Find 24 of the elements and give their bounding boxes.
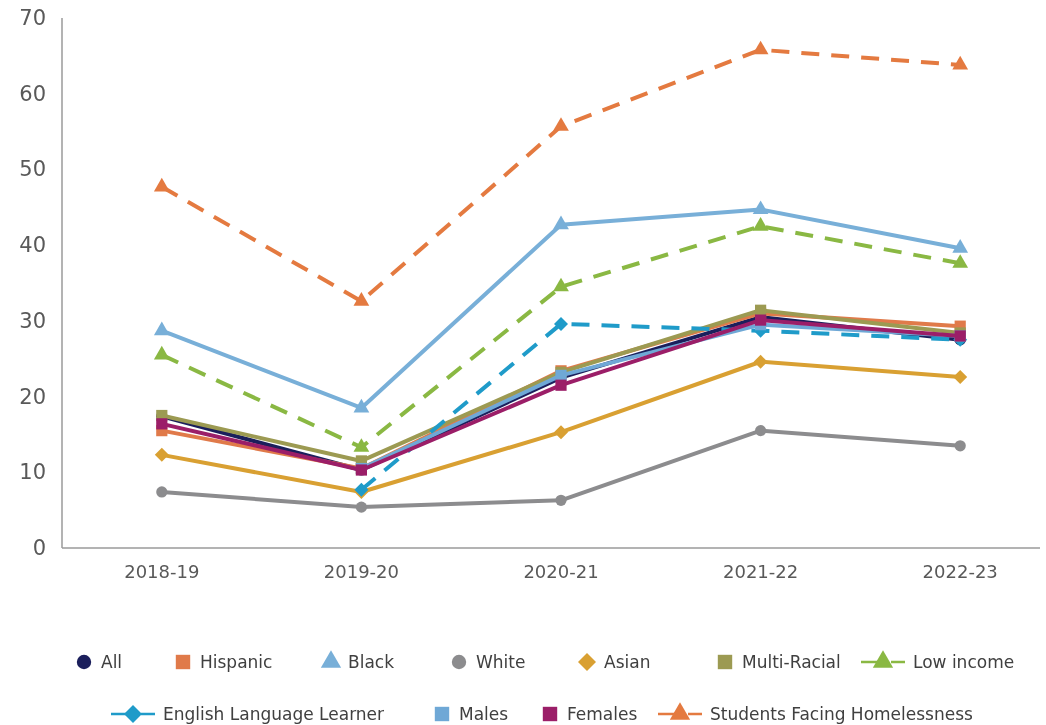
x-tick-label: 2021-22 [722, 561, 799, 583]
legend-label: Low income [913, 651, 1015, 672]
x-tick-label: 2018-19 [124, 561, 200, 583]
legend-label: Hispanic [200, 651, 273, 672]
legend-label: Asian [604, 651, 651, 672]
legend-label: Multi-Racial [742, 651, 841, 672]
y-tick-label: 30 [19, 308, 46, 333]
legend-label: English Language Learner [163, 703, 385, 724]
legend-label: Females [567, 703, 638, 724]
legend-label: Black [348, 651, 395, 672]
legend-label: Students Facing Homelessness [710, 703, 974, 724]
y-tick-label: 40 [19, 233, 46, 258]
legend-label: All [101, 651, 123, 672]
y-tick-label: 60 [19, 81, 46, 106]
legend-label: Males [459, 703, 509, 724]
x-tick-label: 2020-21 [523, 561, 599, 583]
x-tick-label: 2019-20 [323, 561, 400, 583]
y-tick-label: 70 [19, 6, 46, 30]
legend-label: White [476, 651, 526, 672]
y-tick-label: 0 [32, 536, 46, 560]
y-tick-label: 50 [19, 157, 46, 182]
y-tick-label: 20 [19, 384, 46, 409]
x-tick-label: 2022-23 [922, 561, 998, 583]
y-tick-label: 10 [19, 460, 46, 485]
